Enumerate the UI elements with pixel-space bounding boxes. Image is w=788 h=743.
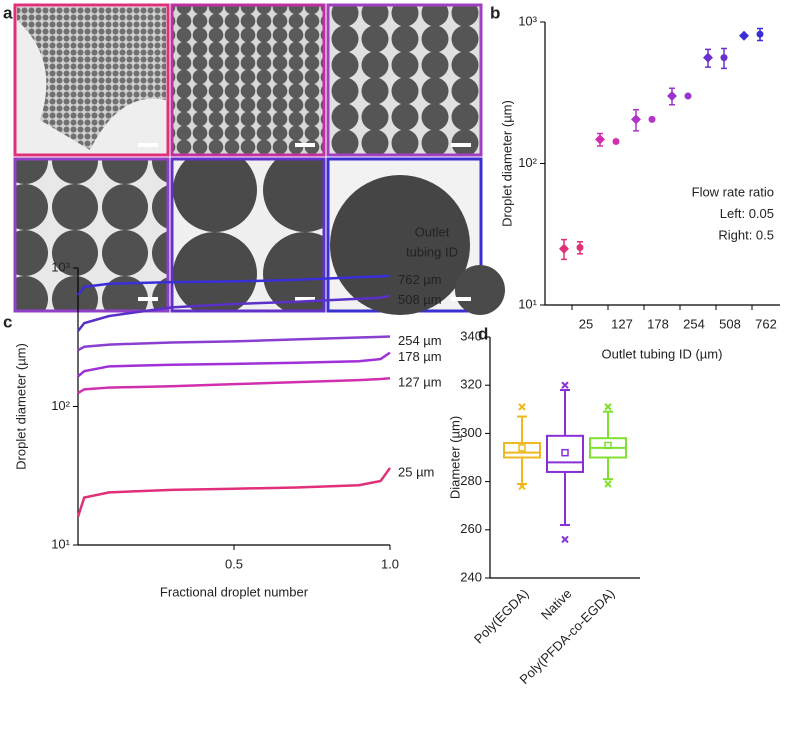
mean: [561, 448, 569, 457]
y-tick-label: 300: [460, 425, 482, 440]
y-axis-label: Diameter (µm): [447, 416, 462, 499]
x-tick-label: 762: [755, 316, 777, 331]
box: [503, 442, 541, 459]
panel-label: d: [478, 324, 488, 343]
series-label: 508 µm: [398, 292, 442, 307]
micrograph-panel: [13, 3, 505, 315]
scale-bars: [138, 143, 471, 301]
series-line: [77, 274, 391, 296]
annotation: Flow rate ratio: [692, 184, 774, 199]
annotation: Right: 0.5: [718, 227, 774, 242]
x-tick-label: 254: [683, 316, 705, 331]
outlier: [518, 403, 526, 411]
y-tick-label: 260: [460, 521, 482, 536]
outlier: [604, 403, 612, 411]
micrograph: [170, 3, 326, 157]
x-tick-label: 25: [579, 316, 593, 331]
y-tick-label: 10²: [51, 398, 70, 413]
x-tick-label: 508: [719, 316, 741, 331]
outlier: [561, 381, 569, 389]
micrograph: [13, 157, 170, 313]
series-label: 178 µm: [398, 349, 442, 364]
point: [720, 54, 728, 62]
y-tick-label: 10²: [518, 155, 537, 170]
x-tick-label: 178: [647, 316, 669, 331]
mean: [604, 441, 612, 450]
point: [703, 52, 713, 63]
series-label: 25 µm: [398, 464, 434, 479]
outlier: [604, 480, 612, 488]
y-tick-label: 10³: [518, 13, 537, 28]
micrograph: [170, 157, 326, 313]
y-tick-label: 280: [460, 473, 482, 488]
series-line: [77, 351, 391, 378]
legend-title: tubing ID: [406, 244, 458, 259]
mean: [518, 444, 526, 452]
y-tick-label: 320: [460, 377, 482, 392]
point: [559, 243, 569, 254]
y-tick-label: 10¹: [518, 296, 537, 311]
y-tick-label: 10³: [51, 259, 70, 274]
series-line: [77, 376, 391, 395]
x-tick-label: Poly(EGDA): [471, 586, 532, 647]
droplet-texture: [17, 7, 166, 150]
point: [667, 90, 677, 101]
point: [648, 115, 656, 123]
y-tick-label: 340: [460, 328, 482, 343]
y-tick-label: 10¹: [51, 536, 70, 551]
legend-title: Outlet: [415, 224, 450, 239]
point: [631, 114, 641, 125]
annotation: Left: 0.05: [720, 206, 774, 221]
point: [576, 243, 584, 251]
x-tick-label: 1.0: [381, 556, 399, 571]
series-line: [76, 467, 392, 518]
point: [684, 92, 692, 100]
x-tick-label: Native: [538, 586, 575, 623]
y-axis-label: Droplet diameter (µm): [13, 343, 28, 470]
panel-label: a: [3, 3, 13, 22]
x-axis-label: Outlet tubing ID (µm): [602, 346, 723, 361]
series-line: [77, 294, 391, 332]
point: [612, 138, 620, 146]
box: [546, 434, 584, 473]
series-label: 254 µm: [398, 333, 442, 348]
series-label: 127 µm: [398, 375, 442, 390]
panel-label: b: [490, 3, 500, 22]
droplet: [455, 265, 505, 315]
x-tick-label: 0.5: [225, 556, 243, 571]
micrograph: [326, 3, 483, 157]
x-axis-label: Fractional droplet number: [160, 584, 309, 599]
point: [739, 30, 749, 41]
y-tick-label: 240: [460, 569, 482, 584]
droplet: [330, 175, 470, 315]
series-label: 762 µm: [398, 272, 442, 287]
outlier: [561, 535, 569, 544]
outlier: [518, 482, 526, 491]
point: [756, 30, 764, 38]
y-axis-label: Droplet diameter (µm): [499, 100, 514, 227]
panel-label: c: [3, 312, 12, 331]
point: [595, 134, 605, 145]
series-line: [77, 335, 391, 352]
x-tick-label: 127: [611, 316, 633, 331]
